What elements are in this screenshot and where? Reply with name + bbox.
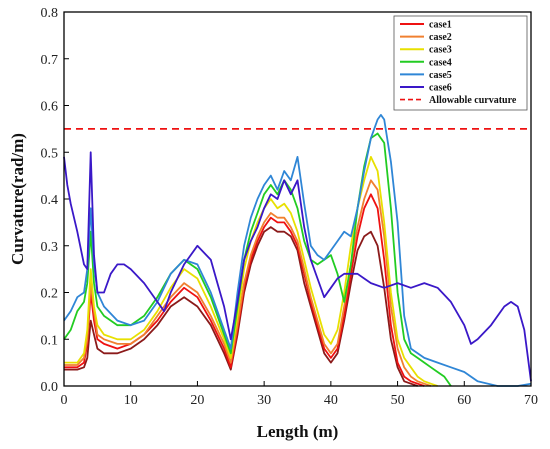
series-line-7 xyxy=(63,151,532,382)
legend-label: case2 xyxy=(429,32,452,43)
legend-label: case6 xyxy=(429,83,452,94)
ticks-layer: 0 10 20 30 40 50 60 70 0.0 0.1 0.2 0.3 0.4 0.5 0.6 0.7 0… xyxy=(41,6,539,408)
series-line-1 xyxy=(64,226,418,387)
x-axis-title: Length (m) xyxy=(257,422,339,441)
y-tick-label: 0.4 xyxy=(41,193,59,208)
x-tick-label: 10 xyxy=(124,393,138,408)
series-line-2 xyxy=(64,193,425,387)
legend-label: case4 xyxy=(429,57,452,68)
legend-label: case5 xyxy=(429,70,452,81)
y-tick-label: 0.3 xyxy=(41,240,59,255)
x-tick-label: 70 xyxy=(524,393,538,408)
y-tick-label: 0.2 xyxy=(41,287,59,302)
x-tick-label: 60 xyxy=(457,393,471,408)
legend-label: case3 xyxy=(429,45,452,56)
series-line-3 xyxy=(64,179,432,387)
legend-label: case1 xyxy=(429,20,452,31)
series-line-6 xyxy=(63,114,532,387)
y-tick-label: 0.8 xyxy=(41,6,59,21)
x-tick-label: 50 xyxy=(391,393,405,408)
y-axis-title: Curvature(rad/m) xyxy=(8,133,27,265)
y-tick-label: 0.0 xyxy=(41,380,59,395)
series-line-4 xyxy=(64,156,438,387)
y-tick-label: 0.7 xyxy=(41,53,59,68)
x-tick-label: 40 xyxy=(324,393,338,408)
y-tick-label: 0.6 xyxy=(41,100,59,115)
series-layer xyxy=(63,114,532,387)
y-tick-label: 0.5 xyxy=(41,146,59,161)
x-tick-label: 30 xyxy=(257,393,271,408)
x-tick-label: 20 xyxy=(190,393,204,408)
legend-label: Allowable curvature xyxy=(429,95,517,106)
legend-box xyxy=(393,15,528,111)
x-tick-label: 0 xyxy=(61,393,68,408)
y-tick-label: 0.1 xyxy=(41,333,59,348)
